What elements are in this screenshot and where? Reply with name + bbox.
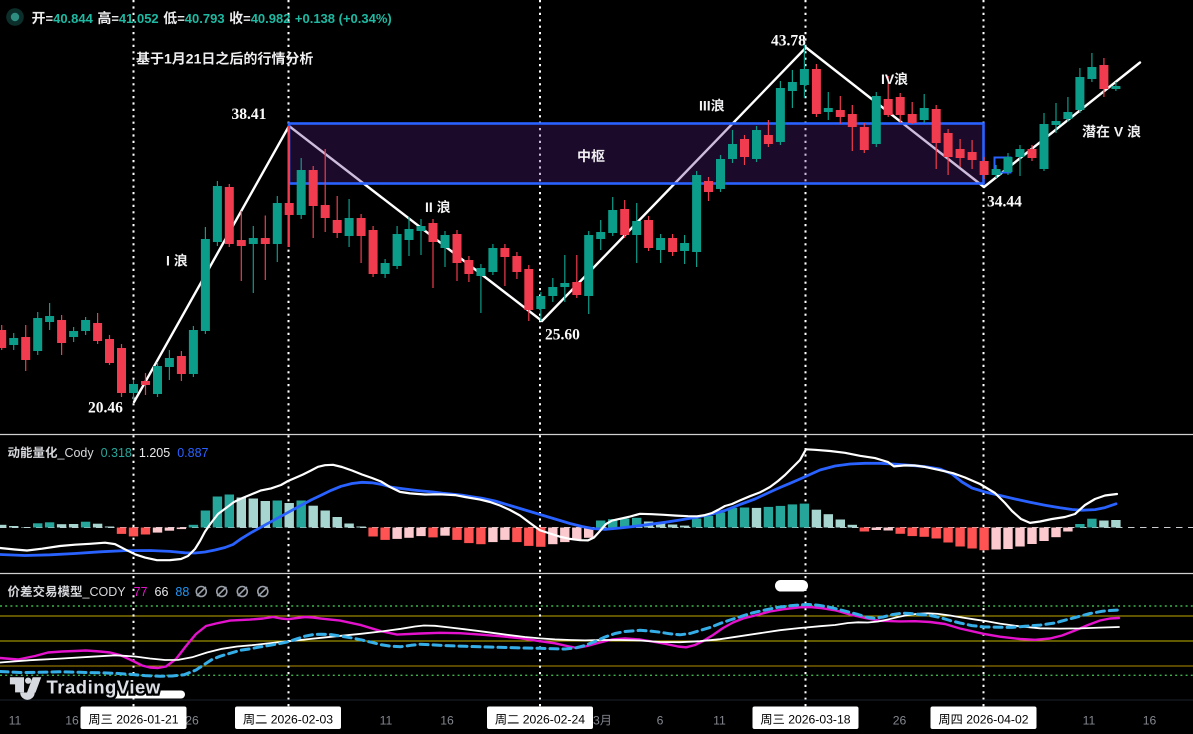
svg-text:2026-02-03: 2026-02-03: [271, 713, 334, 727]
svg-text:2026-03-18: 2026-03-18: [788, 713, 851, 727]
svg-text:21: 21: [186, 51, 202, 67]
svg-text:88: 88: [175, 585, 189, 599]
svg-text:25.60: 25.60: [545, 327, 580, 344]
svg-text:2026-02-24: 2026-02-24: [523, 713, 586, 727]
svg-text:34.44: 34.44: [987, 194, 1022, 211]
svg-text:77: 77: [134, 585, 148, 599]
svg-text:_Cody: _Cody: [57, 446, 95, 460]
svg-text:11: 11: [713, 714, 726, 728]
svg-text:20.46: 20.46: [88, 400, 123, 417]
svg-text:I: I: [166, 253, 170, 269]
svg-text:II: II: [425, 199, 433, 215]
svg-text:38.41: 38.41: [232, 106, 267, 123]
svg-text:0.318: 0.318: [101, 446, 132, 460]
svg-text:40.982: 40.982: [251, 11, 291, 26]
svg-text:TradingView: TradingView: [47, 677, 161, 698]
svg-text:2026-04-02: 2026-04-02: [966, 713, 1029, 727]
svg-text:2026-01-21: 2026-01-21: [116, 713, 179, 727]
svg-text:III: III: [699, 98, 711, 114]
svg-text:16: 16: [1143, 714, 1157, 728]
svg-text:16: 16: [440, 714, 454, 728]
svg-text:IV: IV: [881, 71, 895, 87]
svg-text:26: 26: [893, 714, 907, 728]
svg-text:=: =: [243, 11, 251, 26]
svg-text:40.793: 40.793: [185, 11, 225, 26]
svg-text:=: =: [111, 11, 119, 26]
svg-text:26: 26: [185, 714, 199, 728]
svg-text:66: 66: [155, 585, 169, 599]
svg-text:40.844: 40.844: [53, 11, 94, 26]
svg-text:11: 11: [380, 714, 393, 728]
svg-text:0.887: 0.887: [177, 446, 208, 460]
svg-text:6: 6: [657, 714, 664, 728]
svg-text:=: =: [177, 11, 185, 26]
svg-text:41.052: 41.052: [119, 11, 159, 26]
svg-text:43.78: 43.78: [771, 33, 806, 50]
svg-text:V: V: [1114, 124, 1124, 140]
svg-text:TradingView: TradingView: [47, 677, 161, 698]
svg-text:16: 16: [65, 714, 79, 728]
svg-text:=: =: [46, 11, 54, 26]
svg-text:_CODY: _CODY: [82, 585, 127, 599]
svg-text:11: 11: [9, 714, 22, 728]
svg-text:11: 11: [1083, 714, 1096, 728]
svg-text:3: 3: [593, 714, 600, 728]
svg-text:1: 1: [164, 51, 172, 67]
svg-text:+0.138 (+0.34%): +0.138 (+0.34%): [295, 11, 392, 26]
svg-text:1.205: 1.205: [139, 446, 170, 460]
